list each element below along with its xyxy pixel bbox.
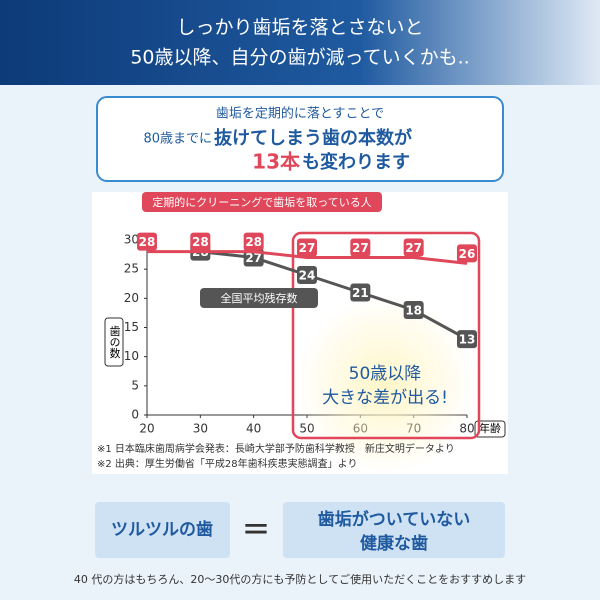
legend-label: 全国平均残存数 bbox=[221, 291, 298, 305]
y-tick-label: 25 bbox=[124, 262, 139, 276]
x-tick-label: 30 bbox=[193, 422, 208, 436]
point-badge bbox=[137, 232, 157, 251]
point-badge bbox=[403, 238, 424, 257]
annotation: 大きな差が出る! bbox=[322, 388, 448, 408]
highlight-box bbox=[291, 231, 481, 440]
data-label: 28 bbox=[139, 235, 156, 249]
axis-label-box bbox=[474, 420, 506, 438]
box bbox=[283, 502, 505, 558]
point-badge bbox=[403, 301, 424, 319]
point-badge bbox=[457, 244, 477, 263]
legend-box bbox=[200, 288, 318, 308]
legend-box bbox=[142, 192, 382, 212]
data-label: 27 bbox=[405, 241, 422, 255]
glow bbox=[295, 295, 475, 475]
footer: 40 代の方はもちろん、20～30代の方にも予防としてご使用いただくことをおすす… bbox=[74, 572, 526, 586]
callout-text: 歯垢を定期的に落とすことで bbox=[216, 106, 384, 122]
data-label: 24 bbox=[299, 269, 316, 283]
header-bg bbox=[0, 0, 600, 85]
point-badge bbox=[243, 232, 264, 251]
callout-box bbox=[96, 96, 504, 182]
y-tick-label: 30 bbox=[124, 233, 139, 247]
y-tick-label: 0 bbox=[131, 408, 139, 422]
y-axis-label: 歯の数 bbox=[108, 325, 121, 359]
x-axis-label: 年齢 bbox=[479, 421, 501, 435]
data-label: 27 bbox=[245, 251, 262, 265]
series-line bbox=[147, 250, 468, 265]
point-badge bbox=[457, 330, 477, 349]
x-tick-label: 20 bbox=[139, 422, 154, 436]
point-badge bbox=[190, 232, 211, 251]
x-tick-label: 40 bbox=[246, 422, 261, 436]
legend-label: 定期的にクリーニングで歯垢を取っている人 bbox=[152, 195, 371, 209]
callout-text: 80歳までに bbox=[143, 132, 212, 147]
data-label: 18 bbox=[405, 304, 422, 318]
bottom-right: 歯垢がついていない bbox=[318, 509, 471, 530]
data-label: 13 bbox=[459, 333, 476, 347]
callout-text: 13本 bbox=[252, 150, 300, 174]
header-line: しっかり歯垢を落とさないと bbox=[176, 17, 423, 39]
data-label: 28 bbox=[245, 235, 262, 249]
note: ※1 日本臨床歯周病学会発表：長崎大学部予防歯科学教授 新庄文明データより bbox=[97, 442, 455, 455]
y-tick-label: 5 bbox=[131, 378, 139, 392]
note: ※2 出典：厚生労働省「平成28年歯科疾患実態調査」より bbox=[97, 457, 357, 470]
annotation: 50歳以降 bbox=[349, 364, 422, 384]
data-label: 21 bbox=[352, 286, 369, 300]
y-tick-label: 10 bbox=[124, 349, 139, 363]
equals: = bbox=[242, 509, 271, 549]
point-badge bbox=[297, 266, 317, 284]
box bbox=[95, 502, 230, 558]
point-badge bbox=[350, 238, 371, 257]
data-label: 26 bbox=[459, 247, 476, 261]
axis-label-box bbox=[104, 317, 124, 367]
data-label: 27 bbox=[352, 241, 369, 255]
y-tick-label: 15 bbox=[124, 320, 139, 334]
point-badge bbox=[350, 283, 371, 302]
callout-text: 抜けてしまう歯の本数が bbox=[214, 127, 412, 149]
callout-text: も変わります bbox=[302, 151, 410, 173]
header-line: 50歳以降、自分の歯が減っていくかも.. bbox=[130, 47, 469, 69]
y-tick-label: 20 bbox=[124, 291, 139, 305]
data-label: 27 bbox=[299, 241, 316, 255]
bottom-right: 健康な歯 bbox=[360, 533, 428, 554]
point-badge bbox=[297, 238, 317, 257]
data-label: 28 bbox=[192, 235, 209, 249]
bottom-left: ツルツルの歯 bbox=[111, 519, 213, 540]
